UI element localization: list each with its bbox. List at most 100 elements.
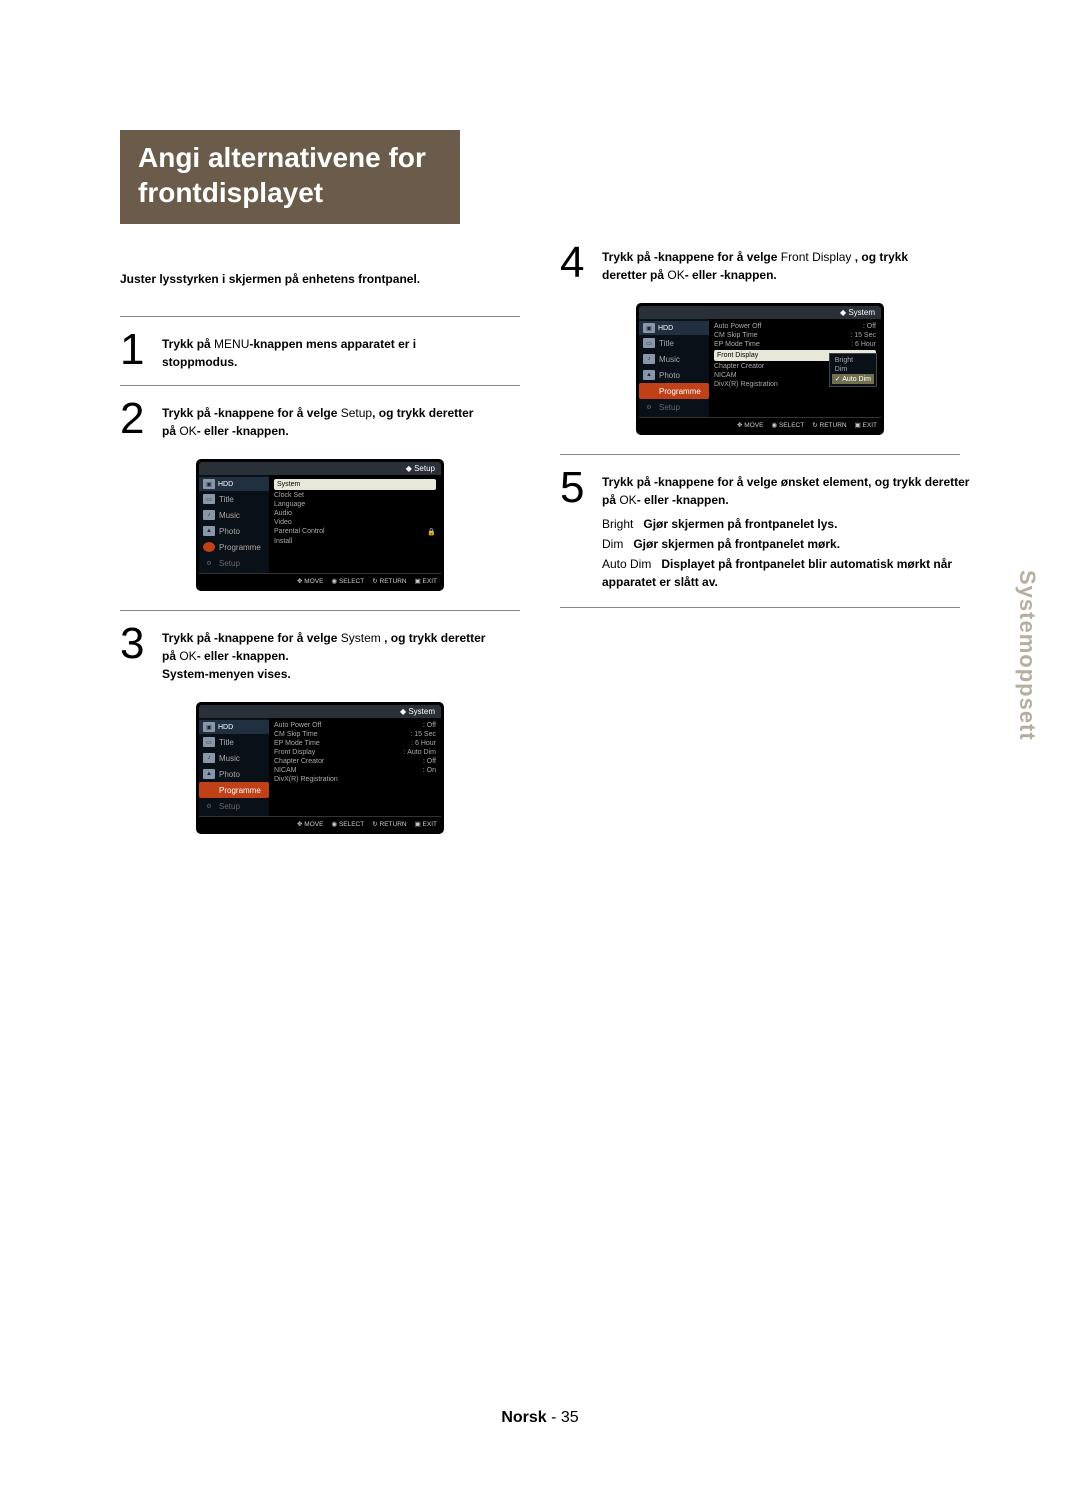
divider — [120, 316, 520, 317]
osd-ftr-select: ◉ SELECT — [331, 577, 364, 585]
text: -knappen. — [232, 649, 289, 663]
osd-side-item: Setup — [219, 802, 240, 811]
osd-side-item: Programme — [659, 387, 701, 396]
text: - eller — [685, 268, 720, 282]
step-3: 3 Trykk på -knappene for å velge System … — [120, 625, 490, 683]
hdd-icon: ▣ — [203, 722, 215, 732]
text: MENU — [214, 337, 249, 351]
osd-side-item: Title — [219, 738, 234, 747]
intro-text: Juster lysstyrken i skjermen på enhetens… — [120, 272, 460, 286]
osd-val: : Off — [423, 758, 436, 765]
osd-key: Front Display — [274, 749, 400, 756]
option-desc: Displayet på frontpanelet blir automatis… — [602, 557, 952, 589]
programme-icon — [203, 785, 215, 795]
osd-popup-item: Dim — [832, 365, 874, 374]
osd-popup-item-selected: ✓ Auto Dim — [832, 374, 874, 384]
setup-icon: ⚙ — [203, 558, 215, 568]
osd-item: Audio — [274, 510, 436, 517]
title-icon: ▭ — [203, 737, 215, 747]
text: -knappene for å velge — [654, 250, 781, 264]
title-icon: ▭ — [203, 494, 215, 504]
osd-side-item: Photo — [659, 371, 680, 380]
osd-header: Setup — [406, 464, 435, 473]
text: -knappene for å velge — [214, 406, 341, 420]
step-number: 1 — [120, 331, 154, 368]
osd-side-item: Photo — [219, 527, 240, 536]
osd-ftr-select: ◉ SELECT — [331, 820, 364, 828]
osd-ftr-exit: ▣ EXIT — [415, 820, 437, 828]
option-key: Dim — [602, 537, 623, 551]
osd-key: EP Mode Time — [714, 341, 847, 348]
footer-sep: - — [547, 1409, 561, 1426]
osd-side-item: Setup — [659, 403, 680, 412]
osd-popup: Bright Dim ✓ Auto Dim — [829, 353, 877, 387]
section-side-tab: Systemoppsett — [1014, 570, 1040, 741]
osd-side-item: Title — [659, 339, 674, 348]
osd-ftr-move: ✥ MOVE — [297, 820, 323, 828]
osd-ftr-move: ✥ MOVE — [737, 421, 763, 429]
osd-item: Video — [274, 519, 436, 526]
osd-ftr-exit: ▣ EXIT — [855, 421, 877, 429]
text: System — [341, 631, 381, 645]
osd-val: : 6 Hour — [851, 341, 876, 348]
osd-ftr-move: ✥ MOVE — [297, 577, 323, 585]
osd-side-item: Programme — [219, 543, 261, 552]
left-column: Juster lysstyrken i skjermen på enhetens… — [120, 232, 520, 853]
osd-setup-menu: Setup ▣HDD ▭Title ♪Music ▲Photo Programm… — [195, 458, 445, 592]
text: - eller — [637, 493, 672, 507]
photo-icon: ▲ — [643, 370, 655, 380]
osd-side-hdd: HDD — [658, 325, 673, 332]
step-4: 4 Trykk på -knappene for å velge Front D… — [560, 244, 930, 284]
osd-side-item: Setup — [219, 559, 240, 568]
text: Front Display — [781, 250, 852, 264]
text: Setup — [341, 406, 372, 420]
setup-icon: ⚙ — [643, 402, 655, 412]
text: System-menyen vises. — [162, 667, 291, 681]
footer-lang: Norsk — [501, 1409, 546, 1426]
osd-key: CM Skip Time — [714, 332, 846, 339]
option-key: Auto Dim — [602, 557, 651, 571]
osd-front-display-menu: System ▣HDD ▭Title ♪Music ▲Photo Program… — [635, 302, 885, 436]
osd-item: System — [277, 481, 433, 488]
osd-ftr-return: ↻ RETURN — [812, 421, 846, 429]
lock-icon: 🔒 — [427, 528, 436, 536]
osd-key: EP Mode Time — [274, 740, 407, 747]
osd-side-hdd: HDD — [218, 481, 233, 488]
osd-popup-item: Bright — [832, 356, 874, 365]
osd-key: DivX(R) Registration — [274, 776, 432, 783]
osd-item: Clock Set — [274, 492, 436, 499]
osd-system-menu: System ▣HDD ▭Title ♪Music ▲Photo Program… — [195, 701, 445, 835]
osd-side-item: Music — [219, 754, 240, 763]
divider — [560, 454, 960, 455]
osd-header: System — [400, 707, 435, 716]
text: Trykk på — [602, 250, 654, 264]
osd-key: Auto Power Off — [714, 323, 859, 330]
osd-key: CM Skip Time — [274, 731, 406, 738]
text: Trykk på — [162, 406, 214, 420]
text: Trykk på — [162, 631, 214, 645]
step-5: 5 Trykk på -knappene for å velge ønsket … — [560, 469, 930, 593]
osd-side-hdd: HDD — [218, 724, 233, 731]
step-number: 2 — [120, 400, 154, 437]
text: Trykk på — [602, 475, 654, 489]
text: -knappen. — [232, 424, 289, 438]
page-footer: Norsk - 35 — [0, 1409, 1080, 1427]
title-icon: ▭ — [643, 338, 655, 348]
osd-item: Language — [274, 501, 436, 508]
step-1: 1 Trykk på MENU-knappen mens apparatet e… — [120, 331, 490, 371]
option-desc: Gjør skjermen på frontpanelet mørk. — [633, 537, 840, 551]
osd-val: : 15 Sec — [410, 731, 436, 738]
osd-val: : Auto Dim — [404, 749, 436, 756]
osd-side-item: Music — [219, 511, 240, 520]
osd-header: System — [840, 308, 875, 317]
footer-page: 35 — [561, 1409, 579, 1426]
text: OK — [179, 424, 196, 438]
osd-ftr-return: ↻ RETURN — [372, 577, 406, 585]
text: OK — [667, 268, 684, 282]
option-desc: Gjør skjermen på frontpanelet lys. — [643, 517, 837, 531]
text: OK — [179, 649, 196, 663]
osd-side-item: Music — [659, 355, 680, 364]
step-number: 4 — [560, 244, 594, 281]
osd-val: : 6 Hour — [411, 740, 436, 747]
text: -knappen. — [672, 493, 729, 507]
